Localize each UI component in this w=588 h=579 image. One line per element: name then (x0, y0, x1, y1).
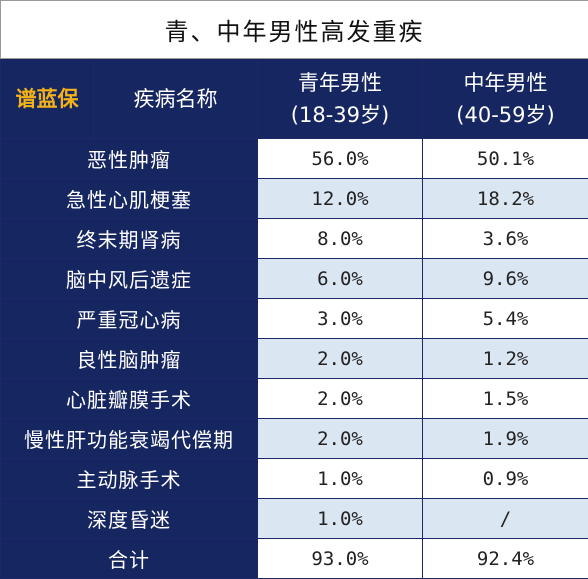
brand-logo-text: 谱蓝保 (1, 59, 94, 139)
table-row: 主动脉手术 1.0% 0.9% (1, 459, 588, 499)
disease-name-cell: 慢性肝功能衰竭代偿期 (1, 419, 258, 459)
middle-value-cell: 1.5% (423, 379, 588, 419)
middle-male-label: 中年男性 (423, 67, 588, 99)
table-row: 慢性肝功能衰竭代偿期 2.0% 1.9% (1, 419, 588, 459)
young-male-label: 青年男性 (258, 67, 422, 99)
young-value-cell: 2.0% (258, 419, 423, 459)
table-row: 严重冠心病 3.0% 5.4% (1, 299, 588, 339)
disease-name-cell: 脑中风后遗症 (1, 259, 258, 299)
table-row: 终末期肾病 8.0% 3.6% (1, 219, 588, 259)
middle-value-cell: 0.9% (423, 459, 588, 499)
header-row: 谱蓝保 疾病名称 青年男性 (18-39岁) 中年男性 (40-59岁) (1, 59, 588, 139)
table-row: 恶性肿瘤 56.0% 50.1% (1, 139, 588, 179)
disease-name-header: 疾病名称 (94, 59, 258, 139)
young-value-cell: 2.0% (258, 379, 423, 419)
total-row: 合计 93.0% 92.4% (1, 539, 588, 579)
young-male-age: (18-39岁) (258, 99, 422, 131)
disease-name-cell: 心脏瓣膜手术 (1, 379, 258, 419)
middle-value-cell: 5.4% (423, 299, 588, 339)
young-value-cell: 1.0% (258, 499, 423, 539)
young-value-cell: 8.0% (258, 219, 423, 259)
disease-name-cell: 主动脉手术 (1, 459, 258, 499)
table-body: 恶性肿瘤 56.0% 50.1% 急性心肌梗塞 12.0% 18.2% 终末期肾… (1, 139, 588, 579)
young-total-cell: 93.0% (258, 539, 423, 579)
disease-name-cell: 深度昏迷 (1, 499, 258, 539)
young-male-header: 青年男性 (18-39岁) (258, 59, 423, 139)
young-value-cell: 56.0% (258, 139, 423, 179)
middle-value-cell: 1.2% (423, 339, 588, 379)
young-value-cell: 3.0% (258, 299, 423, 339)
total-label-cell: 合计 (1, 539, 258, 579)
table-row: 脑中风后遗症 6.0% 9.6% (1, 259, 588, 299)
table-row: 深度昏迷 1.0% / (1, 499, 588, 539)
disease-name-cell: 急性心肌梗塞 (1, 179, 258, 219)
table-title: 青、中年男性高发重疾 (1, 1, 588, 59)
disease-name-cell: 严重冠心病 (1, 299, 258, 339)
middle-value-cell: 18.2% (423, 179, 588, 219)
middle-male-header: 中年男性 (40-59岁) (423, 59, 588, 139)
table-row: 良性脑肿瘤 2.0% 1.2% (1, 339, 588, 379)
middle-value-cell: 50.1% (423, 139, 588, 179)
young-value-cell: 6.0% (258, 259, 423, 299)
table-row: 急性心肌梗塞 12.0% 18.2% (1, 179, 588, 219)
table-row: 心脏瓣膜手术 2.0% 1.5% (1, 379, 588, 419)
disease-name-cell: 良性脑肿瘤 (1, 339, 258, 379)
middle-value-cell: 9.6% (423, 259, 588, 299)
middle-total-cell: 92.4% (423, 539, 588, 579)
young-value-cell: 2.0% (258, 339, 423, 379)
title-row: 青、中年男性高发重疾 (1, 1, 588, 59)
middle-value-cell: / (423, 499, 588, 539)
young-value-cell: 12.0% (258, 179, 423, 219)
disease-name-cell: 终末期肾病 (1, 219, 258, 259)
middle-value-cell: 3.6% (423, 219, 588, 259)
middle-male-age: (40-59岁) (423, 99, 588, 131)
young-value-cell: 1.0% (258, 459, 423, 499)
middle-value-cell: 1.9% (423, 419, 588, 459)
disease-name-cell: 恶性肿瘤 (1, 139, 258, 179)
